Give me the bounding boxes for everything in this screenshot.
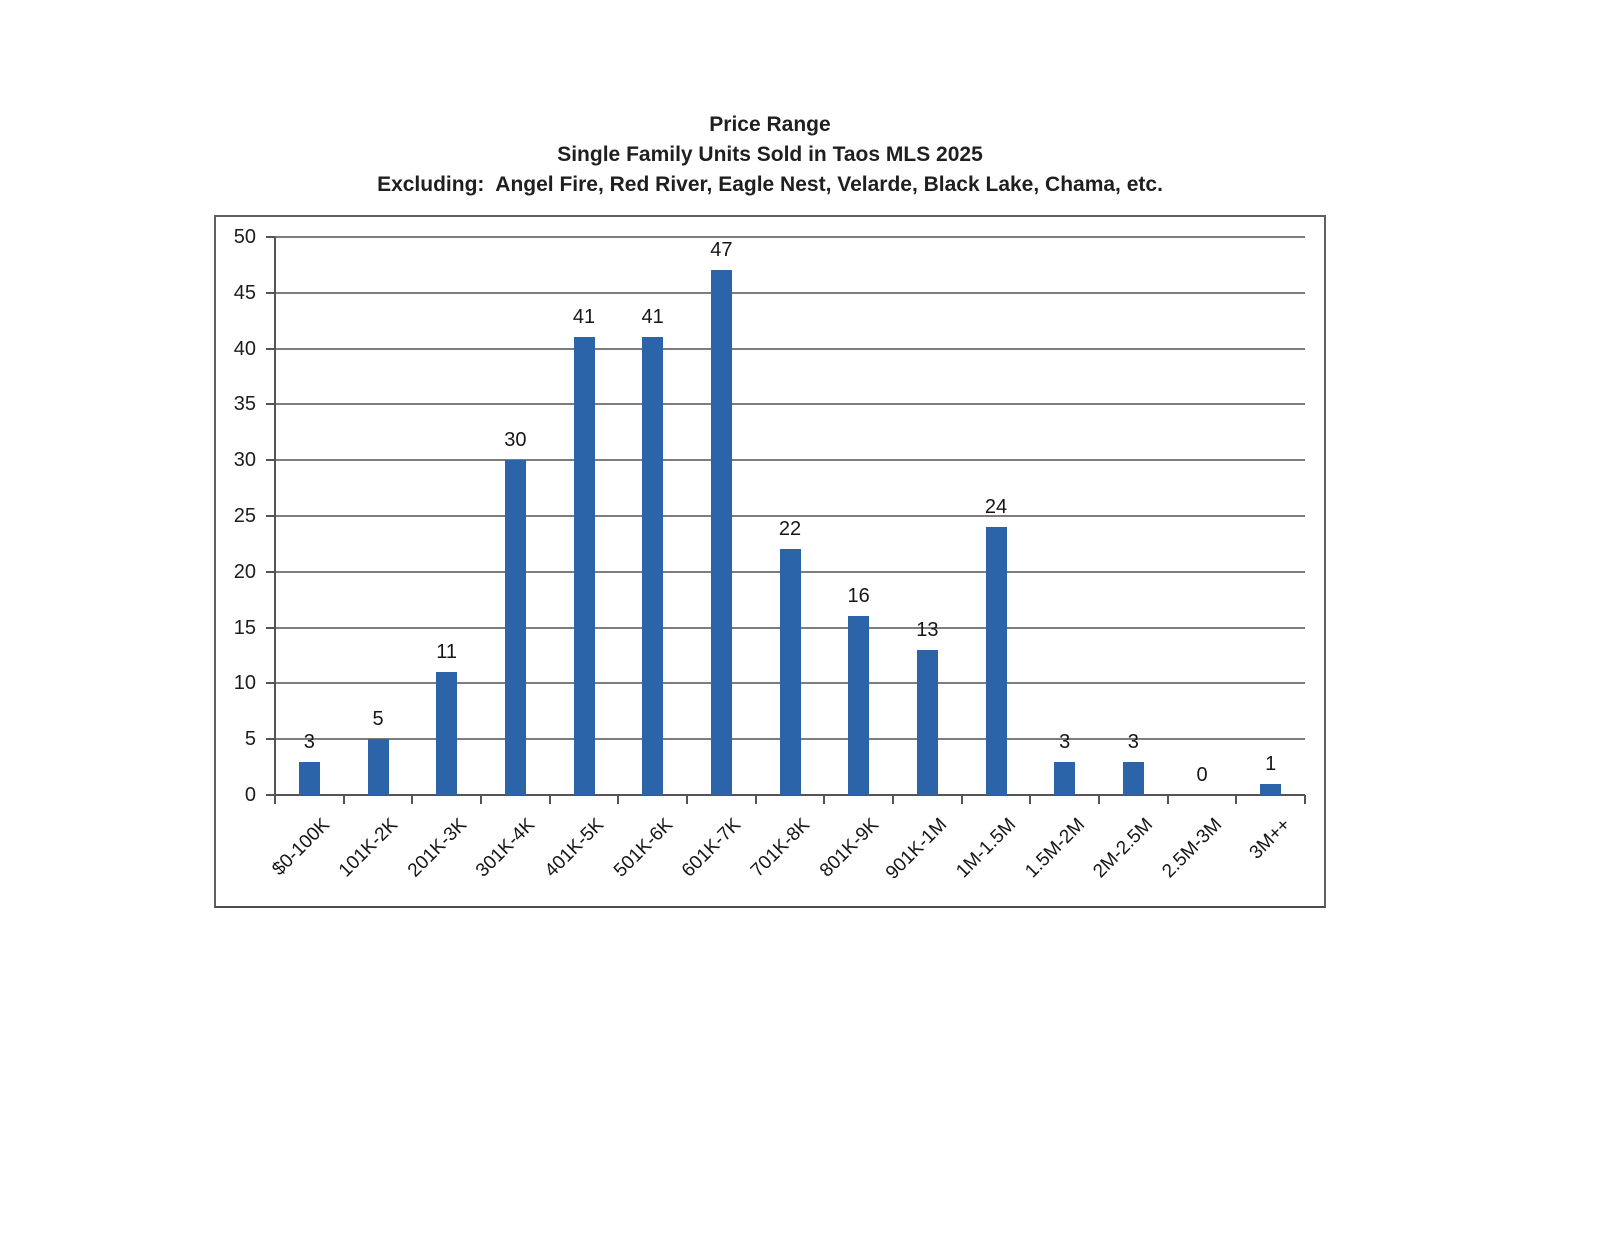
x-axis-tick xyxy=(411,795,414,804)
y-axis-label: 10 xyxy=(233,672,256,695)
y-axis-tick xyxy=(266,459,275,462)
y-axis-tick xyxy=(266,291,275,294)
y-axis-tick xyxy=(266,236,275,238)
y-axis-label: 40 xyxy=(233,337,256,360)
y-gridline xyxy=(275,236,1305,238)
bar xyxy=(298,761,320,795)
x-axis-label: 301K-4K xyxy=(472,814,540,882)
x-axis-label: 801K-9K xyxy=(815,814,883,882)
x-axis-tick xyxy=(548,795,551,804)
bar-value-label: 13 xyxy=(916,618,939,641)
y-gridline xyxy=(275,515,1305,517)
x-axis-tick xyxy=(1304,795,1306,804)
bar xyxy=(1122,761,1144,795)
x-axis-label: $0-100K xyxy=(267,814,334,880)
bar xyxy=(848,616,870,795)
bar-value-label: 3 xyxy=(303,730,315,753)
y-axis-line xyxy=(274,237,276,796)
y-axis-tick xyxy=(266,515,275,517)
bar xyxy=(1260,783,1282,795)
x-axis-label: 1.5M-2M xyxy=(1020,814,1089,883)
x-axis-tick xyxy=(823,795,826,804)
chart-exclusion-note: Excluding: Angel Fire, Red River, Eagle … xyxy=(377,173,1163,196)
bar-value-label: 47 xyxy=(710,239,733,262)
x-axis-label: 901K-1M xyxy=(882,814,952,884)
x-axis-label: 601K-7K xyxy=(678,814,746,882)
bar-value-label: 3 xyxy=(1059,730,1071,753)
x-axis-tick xyxy=(686,795,688,804)
y-axis-tick xyxy=(266,570,275,573)
bar-value-label: 30 xyxy=(504,429,527,452)
x-axis-tick xyxy=(1098,795,1100,804)
y-axis-label: 45 xyxy=(233,281,256,304)
bar xyxy=(710,270,732,795)
x-axis-label: 701K-8K xyxy=(747,814,815,882)
bar-value-label: 24 xyxy=(984,496,1008,519)
chart-frame: 0 5 10 15 20 25 30 35 40 45 50 3 $0-100K 5 101K-2K 11 20… xyxy=(214,215,1326,908)
x-axis-tick xyxy=(754,795,757,804)
bar xyxy=(573,337,595,795)
x-axis-tick xyxy=(617,795,620,804)
y-axis-label: 15 xyxy=(233,616,256,639)
y-axis-label: 5 xyxy=(244,728,256,751)
x-axis-tick xyxy=(480,795,482,804)
plot-area: 0 5 10 15 20 25 30 35 40 45 50 3 $0-100K 5 101K-2K 11 20… xyxy=(216,217,1324,906)
y-axis-tick xyxy=(266,626,275,629)
y-axis-label: 35 xyxy=(233,393,256,416)
chart-title-block: Price Range Single Family Units Sold in … xyxy=(214,110,1326,200)
x-axis-label: 2.5M-3M xyxy=(1158,814,1227,883)
x-axis-label: 101K-2K xyxy=(335,814,403,882)
bar xyxy=(1054,761,1076,795)
x-axis-tick xyxy=(1235,795,1238,804)
y-axis-tick xyxy=(266,682,275,685)
x-axis-label: 2M-2.5M xyxy=(1089,814,1158,883)
y-gridline xyxy=(275,403,1305,406)
y-axis-tick xyxy=(266,738,275,741)
x-axis-tick xyxy=(274,795,276,804)
y-axis-label: 30 xyxy=(233,449,256,472)
x-axis-label: 401K-5K xyxy=(541,814,609,882)
bar-value-label: 3 xyxy=(1127,730,1139,753)
y-axis-label: 25 xyxy=(233,505,256,527)
bar-value-label: 16 xyxy=(847,585,870,608)
bar-value-label: 41 xyxy=(641,306,664,329)
bar-value-label: 5 xyxy=(372,708,384,731)
y-axis-tick xyxy=(266,403,275,406)
y-gridline xyxy=(275,459,1305,462)
bar-value-label: 41 xyxy=(572,306,596,329)
y-axis-tick xyxy=(266,794,275,796)
x-axis-line xyxy=(275,794,1305,796)
chart-title: Price Range xyxy=(709,113,831,136)
bar xyxy=(642,337,664,795)
bar xyxy=(779,549,801,795)
y-axis-tick xyxy=(266,347,275,350)
bar xyxy=(916,649,938,795)
bar-value-label: 11 xyxy=(436,641,458,664)
y-gridline xyxy=(275,291,1305,294)
x-axis-tick xyxy=(960,795,963,804)
x-axis-label: 201K-3K xyxy=(403,814,471,882)
bar xyxy=(985,527,1007,795)
chart-subtitle: Single Family Units Sold in Taos MLS 202… xyxy=(557,143,983,166)
bar xyxy=(436,672,458,795)
x-axis-label: 1M-1.5M xyxy=(952,814,1021,883)
y-axis-label: 20 xyxy=(233,560,256,583)
x-axis-label: 501K-6K xyxy=(609,814,677,882)
bar xyxy=(504,460,526,795)
x-axis-tick xyxy=(342,795,345,804)
x-axis-label: 3M++ xyxy=(1245,814,1295,864)
y-axis-label: 0 xyxy=(244,784,256,806)
bar-value-label: 0 xyxy=(1196,764,1208,786)
bar-value-label: 1 xyxy=(1265,752,1277,775)
bar-value-label: 22 xyxy=(778,518,802,541)
y-axis-label: 50 xyxy=(233,226,256,248)
x-axis-tick xyxy=(1029,795,1032,804)
x-axis-tick xyxy=(892,795,894,804)
bar xyxy=(367,739,389,795)
x-axis-tick xyxy=(1166,795,1169,804)
y-gridline xyxy=(275,347,1305,350)
